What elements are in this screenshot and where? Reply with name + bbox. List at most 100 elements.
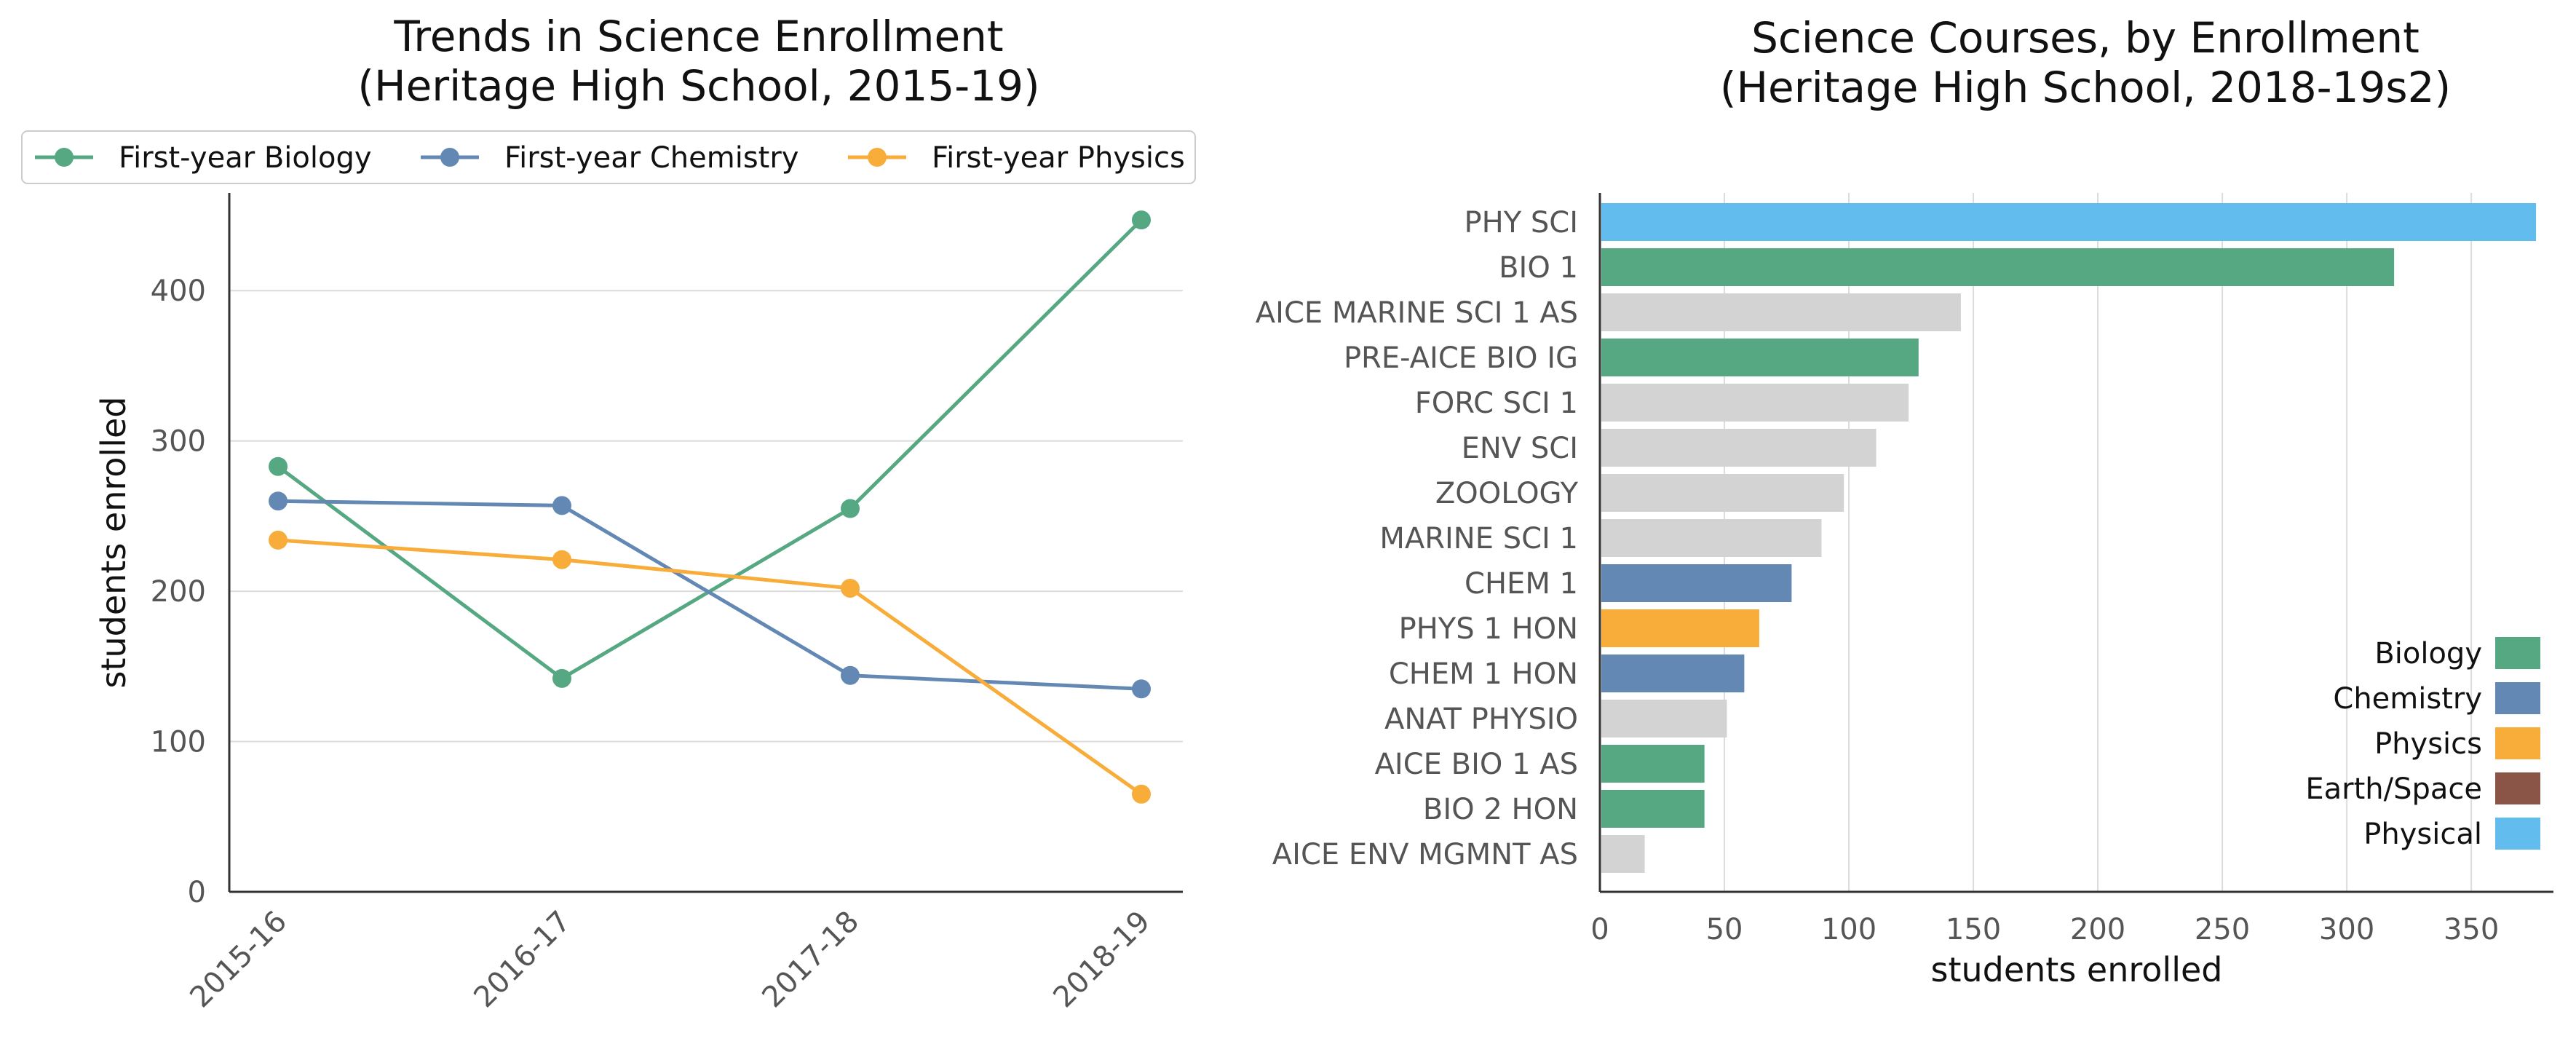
legend-swatch — [2495, 772, 2540, 804]
legend-label: Physics — [2374, 727, 2482, 761]
bar-chart-category-labels: PHY SCI BIO 1 AICE MARINE SCI 1 AS PRE-AICE… — [1256, 206, 1579, 871]
data-point — [552, 496, 571, 515]
line-x-tick-label: 2018-19 — [1047, 905, 1157, 1015]
line-chart-y-ticks: 0 100 200 300 400 — [151, 274, 206, 909]
bar-category-label: BIO 2 HON — [1423, 793, 1578, 826]
legend-item-chemistry: Chemistry — [2333, 682, 2540, 716]
line-chart-legend: First-year Biology First-year Chemistry Fi… — [22, 131, 1195, 183]
line-chart-series — [269, 210, 1151, 804]
legend-label: First-year Chemistry — [504, 141, 798, 175]
bar-category-label: BIO 1 — [1499, 251, 1578, 285]
bar-zoology — [1601, 474, 1844, 512]
bar-category-label: ENV SCI — [1462, 432, 1578, 465]
legend-swatch — [2495, 682, 2540, 714]
bar-category-label: ZOOLOGY — [1435, 477, 1579, 510]
bar-category-label: ANAT PHYSIO — [1384, 703, 1578, 736]
bar-category-label: AICE BIO 1 AS — [1375, 748, 1578, 781]
bar-env-sci — [1601, 429, 1876, 467]
series-line — [278, 220, 1141, 679]
legend-marker — [440, 148, 459, 167]
bar-bio-2-hon — [1601, 790, 1705, 828]
bar-aice-bio-1-as — [1601, 745, 1705, 783]
bar-anat-physio — [1601, 700, 1727, 737]
bar-marine-sci-1 — [1601, 519, 1821, 557]
data-point — [1132, 785, 1151, 804]
bar-forc-sci-1 — [1601, 384, 1909, 422]
legend-label: Biology — [2374, 637, 2482, 671]
data-point — [552, 550, 571, 569]
legend-item-biology: Biology — [2374, 637, 2540, 671]
bar-aice-env-mgmnt-as — [1601, 835, 1645, 873]
bar-x-tick-label: 250 — [2195, 913, 2250, 946]
legend-label: First-year Biology — [119, 141, 372, 175]
data-point — [269, 457, 288, 476]
bar-pre-aice-bio-ig — [1601, 339, 1919, 376]
data-point — [841, 579, 860, 598]
bar-bio-1 — [1601, 248, 2394, 286]
line-y-tick-label: 200 — [151, 575, 206, 609]
legend-item-physics: Physics — [2374, 727, 2540, 761]
bar-x-tick-label: 300 — [2319, 913, 2374, 946]
data-point — [269, 531, 288, 550]
line-y-tick-label: 0 — [188, 876, 206, 909]
data-point — [1132, 210, 1151, 229]
bar-x-tick-label: 0 — [1590, 913, 1609, 946]
line-chart-gridlines — [229, 290, 1183, 741]
bar-chart: Science Courses, by Enrollment (Heritage… — [1256, 13, 2553, 989]
legend-marker — [55, 148, 74, 167]
series-first-year-chemistry — [269, 491, 1151, 698]
bar-category-label: CHEM 1 HON — [1389, 657, 1578, 691]
bar-chart-x-label: students enrolled — [1931, 950, 2223, 989]
bar-x-tick-label: 200 — [2070, 913, 2125, 946]
bar-chart-title-line2: (Heritage High School, 2018-19s2) — [1720, 63, 2451, 112]
series-line — [278, 540, 1141, 794]
bar-chart-title-line1: Science Courses, by Enrollment — [1751, 13, 2420, 63]
legend-swatch — [2495, 727, 2540, 759]
bar-category-label: CHEM 1 — [1465, 567, 1578, 601]
legend-label: Chemistry — [2333, 682, 2482, 716]
line-chart-x-ticks: 2015-16 2016-17 2017-18 2018-19 — [183, 905, 1157, 1015]
data-point — [841, 666, 860, 685]
legend-swatch — [2495, 818, 2540, 850]
bar-x-tick-label: 350 — [2444, 913, 2499, 946]
line-chart-y-label: students enrolled — [94, 397, 133, 689]
bar-category-label: MARINE SCI 1 — [1379, 522, 1578, 555]
line-y-tick-label: 100 — [151, 726, 206, 759]
bar-category-label: PRE-AICE BIO IG — [1344, 341, 1578, 375]
bar-category-label: PHY SCI — [1465, 206, 1578, 240]
bar-category-label: AICE ENV MGMNT AS — [1272, 838, 1578, 871]
bar-category-label: AICE MARINE SCI 1 AS — [1256, 296, 1578, 330]
data-point — [552, 669, 571, 688]
bar-category-label: PHYS 1 HON — [1399, 612, 1578, 646]
legend-item-physical: Physical — [2363, 818, 2540, 851]
line-x-tick-label: 2017-18 — [756, 905, 865, 1015]
bar-x-tick-label: 150 — [1946, 913, 2001, 946]
legend-item-earth-space: Earth/Space — [2305, 772, 2540, 806]
series-first-year-biology — [269, 210, 1151, 688]
data-point — [841, 499, 860, 518]
bar-chart-legend: Biology Chemistry Physics Earth/Space Physic… — [2305, 637, 2540, 851]
legend-label: Earth/Space — [2305, 772, 2482, 806]
legend-marker — [868, 148, 887, 167]
data-point — [269, 491, 288, 510]
line-x-tick-label: 2015-16 — [183, 905, 293, 1015]
bar-phy-sci — [1601, 203, 2536, 241]
legend-label: Physical — [2363, 818, 2482, 851]
series-first-year-physics — [269, 531, 1151, 804]
bar-x-tick-label: 50 — [1706, 913, 1743, 946]
legend-label: First-year Physics — [932, 141, 1185, 175]
data-point — [1132, 679, 1151, 698]
bar-aice-marine-sci-1-as — [1601, 293, 1961, 331]
line-y-tick-label: 300 — [151, 425, 206, 459]
legend-swatch — [2495, 637, 2540, 669]
line-chart: Trends in Science Enrollment (Heritage H… — [22, 12, 1195, 1014]
line-chart-title-line1: Trends in Science Enrollment — [393, 12, 1003, 61]
bar-category-label: FORC SCI 1 — [1415, 387, 1578, 420]
bar-x-tick-label: 100 — [1821, 913, 1876, 946]
bar-phys-1-hon — [1601, 609, 1759, 647]
line-y-tick-label: 400 — [151, 274, 206, 308]
series-line — [278, 501, 1141, 689]
bar-chart-x-ticks: 0 50 100 150 200 250 300 350 — [1590, 913, 2499, 946]
bar-chem-1 — [1601, 564, 1791, 602]
